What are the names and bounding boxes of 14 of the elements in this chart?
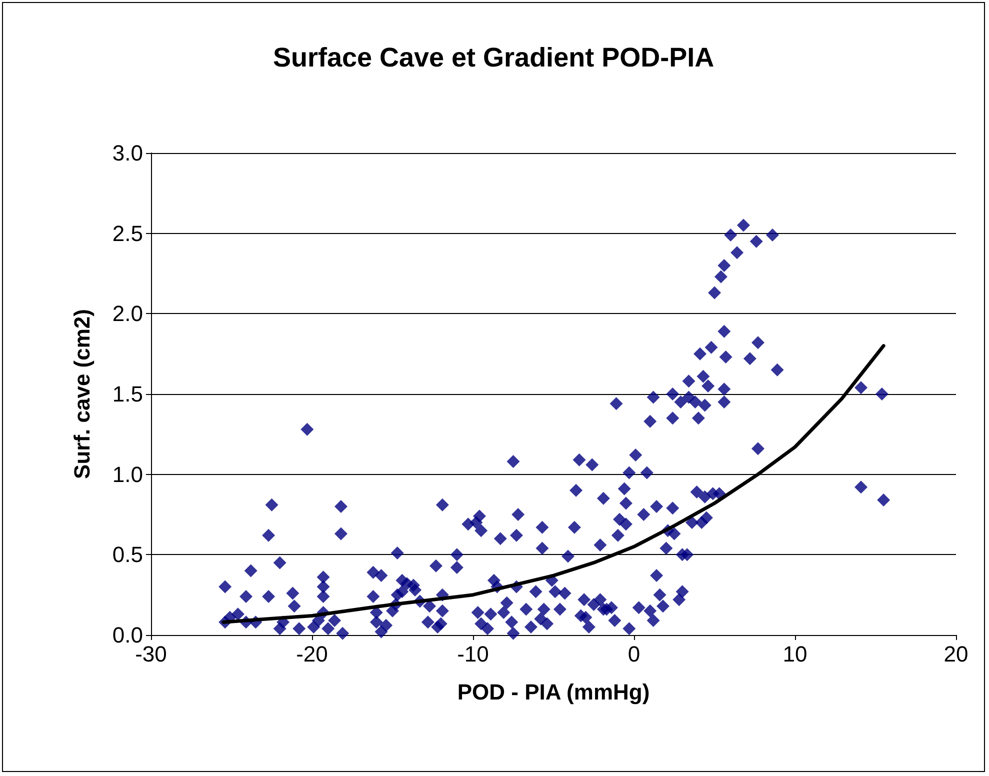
x-tick-label: 0: [628, 642, 640, 666]
y-tick-label: 1.5: [112, 382, 143, 406]
y-tick-label: 0.5: [112, 542, 143, 568]
y-axis-title: Surf. cave (cm2): [70, 309, 94, 479]
x-axis-title: POD - PIA (mmHg): [457, 680, 650, 704]
x-tick-label: 10: [782, 642, 808, 666]
y-tick-label: 2.0: [112, 301, 143, 326]
y-tick-label: 2.5: [112, 220, 143, 246]
y-tick-label: 3.0: [112, 140, 143, 166]
y-tick-label: 1.0: [112, 462, 143, 487]
chart-title: Surface Cave et Gradient POD-PIA: [272, 42, 714, 72]
x-tick-label: 20: [944, 642, 968, 666]
x-tick-label: -20: [296, 642, 328, 666]
x-tick-label: -10: [457, 642, 489, 666]
